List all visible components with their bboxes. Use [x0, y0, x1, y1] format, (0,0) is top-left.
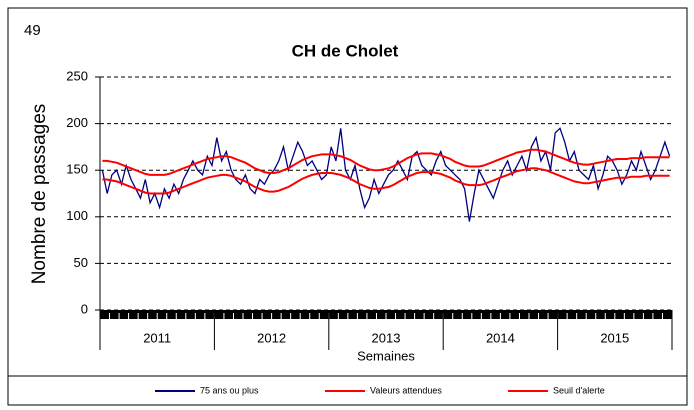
x-axis-label: Semaines: [357, 348, 415, 363]
x-tick-label: 2014: [486, 330, 515, 345]
x-tick-label: 2012: [257, 330, 286, 345]
y-axis-label: Nombre de passages: [29, 104, 50, 285]
series-line: [102, 148, 670, 176]
series-line: [101, 127, 671, 222]
y-tick-label: 200: [66, 115, 88, 130]
legend-box: [7, 375, 688, 406]
corner-label: 49: [24, 22, 41, 39]
series-line: [102, 167, 670, 195]
x-tick-label: 2013: [372, 330, 401, 345]
y-tick-label: 250: [66, 68, 88, 83]
chart-frame: [7, 7, 688, 406]
y-tick-label: 0: [81, 301, 88, 316]
x-tick-label: 2011: [143, 330, 171, 345]
x-tick-label: 2015: [600, 330, 629, 345]
chart-title: CH de Cholet: [292, 41, 399, 60]
y-tick-label: 100: [66, 208, 88, 223]
legend-label: Seuil d'alerte: [553, 385, 605, 395]
y-tick-label: 50: [74, 255, 88, 270]
y-tick-label: 150: [66, 162, 88, 177]
legend-label: 75 ans ou plus: [200, 385, 259, 395]
legend-label: Valeurs attendues: [370, 385, 442, 395]
